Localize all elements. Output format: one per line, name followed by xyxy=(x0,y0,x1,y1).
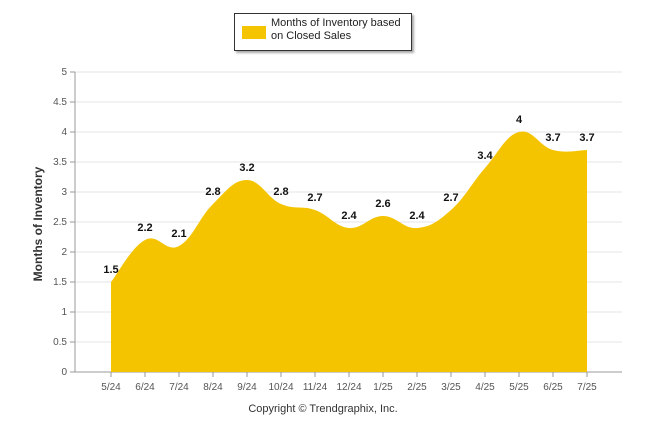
x-tick-label: 5/25 xyxy=(509,382,529,393)
y-tick-label: 0.5 xyxy=(53,337,67,348)
data-labels: 1.5 2.2 2.1 2.8 3.2 2.8 2.7 2.4 2.6 2.4 2.7 3.4 4 3.7… xyxy=(103,114,594,276)
x-tick-label: 1/25 xyxy=(373,382,393,393)
series-area xyxy=(111,131,587,372)
x-tick-label: 4/25 xyxy=(475,382,495,393)
data-label: 2.4 xyxy=(409,210,425,222)
legend-swatch xyxy=(242,26,266,39)
y-axis-ticks: 0 0.5 1 1.5 2 2.5 3 3.5 4 4.5 5 xyxy=(53,67,75,378)
data-label: 2.2 xyxy=(137,222,152,234)
data-label: 2.8 xyxy=(273,186,288,198)
legend[interactable]: Months of Inventory based on Closed Sale… xyxy=(234,13,412,51)
x-tick-label: 9/24 xyxy=(237,382,257,393)
data-label: 2.7 xyxy=(443,192,458,204)
y-tick-label: 5 xyxy=(61,67,67,78)
x-tick-label: 8/24 xyxy=(203,382,223,393)
data-label: 2.4 xyxy=(341,210,357,222)
x-tick-label: 3/25 xyxy=(441,382,461,393)
x-tick-label: 12/24 xyxy=(336,382,361,393)
data-label: 3.7 xyxy=(579,132,594,144)
data-label: 2.7 xyxy=(307,192,322,204)
data-label: 2.1 xyxy=(171,228,186,240)
x-tick-label: 2/25 xyxy=(407,382,427,393)
data-label: 3.4 xyxy=(477,150,493,162)
x-axis-ticks: 5/24 6/24 7/24 8/24 9/24 10/24 11/24 12/24 1/25 2… xyxy=(101,372,597,393)
y-tick-label: 4.5 xyxy=(53,97,67,108)
x-tick-label: 6/25 xyxy=(543,382,563,393)
legend-label: Months of Inventory based on Closed Sale… xyxy=(271,17,401,42)
y-tick-label: 1.5 xyxy=(53,277,67,288)
data-label: 3.2 xyxy=(239,162,254,174)
x-tick-label: 11/24 xyxy=(303,382,328,393)
y-tick-label: 0 xyxy=(61,367,67,378)
x-tick-label: 7/24 xyxy=(169,382,189,393)
y-tick-label: 4 xyxy=(61,127,67,138)
y-tick-label: 1 xyxy=(61,307,67,318)
x-tick-label: 6/24 xyxy=(135,382,155,393)
x-tick-label: 10/24 xyxy=(268,382,293,393)
x-tick-label: 5/24 xyxy=(101,382,121,393)
data-label: 2.8 xyxy=(205,186,220,198)
data-label: 3.7 xyxy=(545,132,560,144)
data-label: 4 xyxy=(516,114,523,126)
y-tick-label: 3 xyxy=(61,187,67,198)
y-axis-label: Months of Inventory xyxy=(31,166,45,282)
y-tick-label: 3.5 xyxy=(53,157,67,168)
copyright-text: Copyright © Trendgraphix, Inc. xyxy=(248,403,398,415)
data-label: 1.5 xyxy=(103,264,118,276)
y-tick-label: 2 xyxy=(61,247,67,258)
data-label: 2.6 xyxy=(375,198,390,210)
y-tick-label: 2.5 xyxy=(53,217,67,228)
x-tick-label: 7/25 xyxy=(577,382,597,393)
